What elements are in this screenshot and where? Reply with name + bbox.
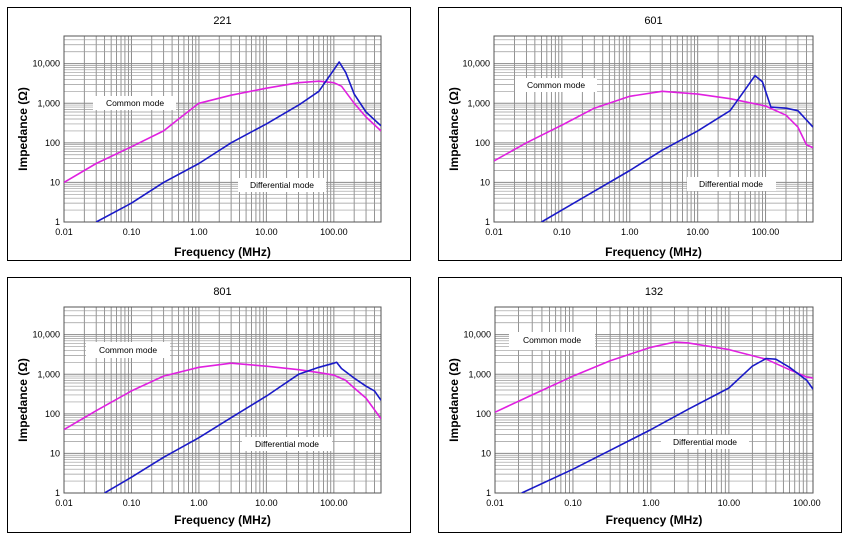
common-mode-label: Common mode bbox=[523, 335, 581, 345]
y-tick-label: 10 bbox=[50, 177, 60, 187]
y-tick-label: 100 bbox=[476, 409, 491, 419]
chart-title: 221 bbox=[213, 15, 231, 27]
y-tick-label: 10 bbox=[480, 177, 490, 187]
x-tick-label: 0.10 bbox=[564, 498, 582, 508]
x-tick-label: 0.01 bbox=[485, 227, 503, 237]
differential-mode-label-box bbox=[238, 178, 326, 192]
chart-panel-132: 132 Common mode Differential mode 0.01 0.10 1… bbox=[438, 277, 842, 533]
y-tick-label: 10,000 bbox=[32, 330, 60, 340]
y-tick-label: 100 bbox=[45, 409, 60, 419]
differential-mode-label-box bbox=[687, 177, 776, 191]
x-tick-label: 0.01 bbox=[55, 498, 73, 508]
common-mode-label-box bbox=[509, 332, 595, 350]
x-tick-label: 10.00 bbox=[255, 498, 278, 508]
common-mode-label-box bbox=[515, 78, 597, 92]
x-tick-label: 1.00 bbox=[190, 227, 208, 237]
grid bbox=[494, 306, 813, 494]
y-tick-label: 100 bbox=[475, 138, 490, 148]
y-tick-label: 1 bbox=[55, 217, 60, 227]
x-tick-label: 100.00 bbox=[320, 227, 348, 237]
chart-svg-221: 221 Common mode Differential mode 0.01 0.10 1… bbox=[16, 15, 382, 259]
differential-mode-series-line bbox=[95, 61, 381, 222]
differential-mode-series-line bbox=[104, 361, 381, 493]
chart-title: 601 bbox=[644, 15, 662, 27]
differential-mode-label: Differential mode bbox=[250, 180, 314, 190]
common-mode-label: Common mode bbox=[106, 98, 164, 108]
x-tick-label: 100.00 bbox=[793, 498, 821, 508]
chart-svg-132: 132 Common mode Differential mode 0.01 0.10 1… bbox=[447, 286, 821, 527]
y-tick-label: 1,000 bbox=[467, 98, 490, 108]
common-mode-label: Common mode bbox=[527, 80, 585, 90]
y-tick-label: 10 bbox=[50, 448, 60, 458]
common-mode-series-line bbox=[64, 80, 381, 184]
x-tick-label: 0.01 bbox=[55, 227, 73, 237]
x-tick-label: 0.10 bbox=[123, 498, 141, 508]
chart-panel-801: 801 Common mode Differential mode 0.01 0.10 1… bbox=[7, 277, 411, 533]
common-mode-series-line bbox=[494, 90, 813, 162]
y-axis-label: Impedance (Ω) bbox=[447, 87, 461, 171]
x-axis-label: Frequency (MHz) bbox=[174, 245, 271, 259]
x-tick-label: 0.10 bbox=[553, 227, 571, 237]
y-tick-label: 1,000 bbox=[37, 98, 60, 108]
y-tick-label: 100 bbox=[45, 138, 60, 148]
chart-svg-601: 601 Common mode Differential mode 0.01 0.10 1… bbox=[447, 15, 814, 259]
plot-frame bbox=[63, 35, 382, 223]
chart-panel-221: 221 Common mode Differential mode 0.01 0.10 1… bbox=[7, 7, 411, 261]
differential-mode-label: Differential mode bbox=[255, 439, 319, 449]
common-mode-series-line bbox=[64, 362, 381, 431]
y-tick-label: 1 bbox=[485, 217, 490, 227]
common-mode-label-box bbox=[93, 96, 176, 110]
y-tick-label: 1,000 bbox=[37, 369, 60, 379]
common-mode-label-box bbox=[86, 342, 170, 358]
grid bbox=[63, 35, 382, 223]
y-tick-label: 10,000 bbox=[462, 59, 490, 69]
y-tick-label: 1 bbox=[55, 488, 60, 498]
plot-frame bbox=[494, 306, 814, 494]
y-axis-label: Impedance (Ω) bbox=[16, 87, 30, 171]
grid bbox=[63, 306, 382, 494]
y-tick-label: 10,000 bbox=[32, 59, 60, 69]
x-tick-label: 0.10 bbox=[123, 227, 141, 237]
differential-mode-label-box bbox=[661, 435, 749, 449]
differential-mode-label: Differential mode bbox=[673, 437, 737, 447]
y-tick-label: 1 bbox=[486, 488, 491, 498]
differential-mode-series-line bbox=[521, 357, 813, 493]
y-tick-label: 10 bbox=[481, 448, 491, 458]
chart-svg-801: 801 Common mode Differential mode 0.01 0.10 1… bbox=[16, 286, 382, 527]
differential-mode-series-line bbox=[541, 74, 813, 222]
x-tick-label: 0.01 bbox=[486, 498, 504, 508]
differential-mode-label: Differential mode bbox=[699, 179, 763, 189]
chart-title: 132 bbox=[645, 286, 663, 298]
x-tick-label: 1.00 bbox=[642, 498, 660, 508]
y-axis-label: Impedance (Ω) bbox=[16, 358, 30, 442]
x-tick-label: 10.00 bbox=[718, 498, 741, 508]
x-tick-label: 100.00 bbox=[320, 498, 348, 508]
x-tick-label: 10.00 bbox=[255, 227, 278, 237]
x-tick-label: 1.00 bbox=[621, 227, 639, 237]
grid bbox=[493, 35, 814, 223]
differential-mode-label-box bbox=[242, 437, 332, 451]
x-axis-label: Frequency (MHz) bbox=[174, 513, 271, 527]
x-tick-label: 10.00 bbox=[686, 227, 709, 237]
chart-panel-601: 601 Common mode Differential mode 0.01 0.10 1… bbox=[438, 7, 842, 261]
y-tick-label: 10,000 bbox=[463, 330, 491, 340]
y-axis-label: Impedance (Ω) bbox=[447, 358, 461, 442]
chart-title: 801 bbox=[213, 286, 231, 298]
x-tick-label: 100.00 bbox=[752, 227, 780, 237]
x-axis-label: Frequency (MHz) bbox=[606, 513, 703, 527]
x-axis-label: Frequency (MHz) bbox=[605, 245, 702, 259]
common-mode-series-line bbox=[495, 341, 813, 413]
y-tick-label: 1,000 bbox=[468, 369, 491, 379]
common-mode-label: Common mode bbox=[99, 345, 157, 355]
plot-frame bbox=[493, 35, 814, 223]
x-tick-label: 1.00 bbox=[190, 498, 208, 508]
